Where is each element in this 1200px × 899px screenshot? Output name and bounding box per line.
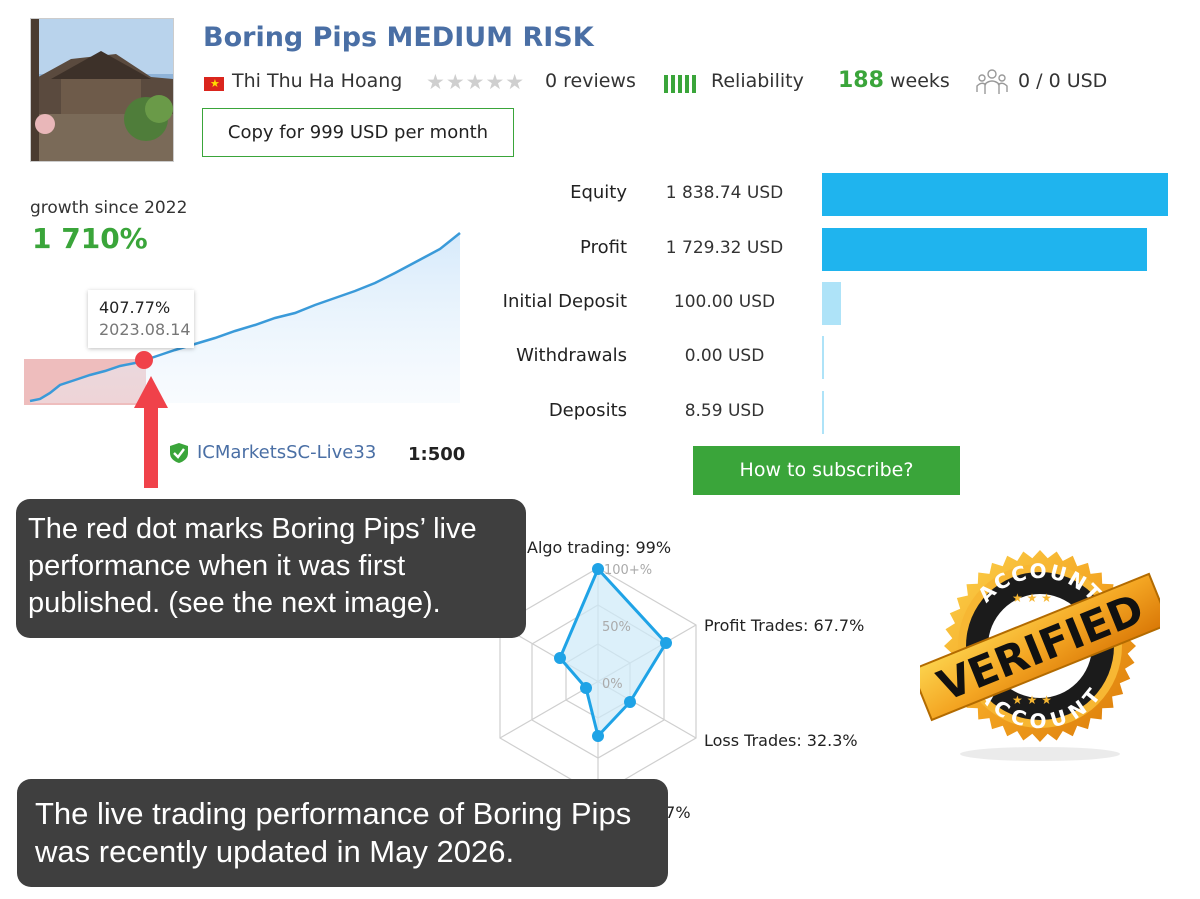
weeks-count: 188 [838, 68, 884, 93]
radar-label-loss: Loss Trades: 32.3% [704, 731, 858, 750]
weeks-label: weeks [889, 70, 950, 92]
stat-bar [822, 336, 824, 379]
radar-tick-mid: 50% [602, 620, 631, 635]
radar-label-profit: Profit Trades: 67.7% [704, 616, 865, 635]
growth-label: growth since 2022 [30, 198, 188, 218]
stat-label: Withdrawals [516, 345, 627, 366]
broker-server-link[interactable]: ICMarketsSC-Live33 [197, 442, 377, 463]
rating-stars-icon: ★★★★★ [426, 70, 526, 94]
stat-bar [822, 391, 824, 434]
annotation-callout-red-dot: The red dot marks Boring Pips’ live perf… [16, 499, 526, 638]
radar-point-upper-left [554, 652, 566, 664]
reviews-count[interactable]: 0 reviews [545, 70, 636, 92]
stat-value: 8.59 USD [684, 401, 765, 421]
svg-text:★ ★ ★: ★ ★ ★ [1012, 591, 1052, 605]
red-arrow-annotation [134, 351, 168, 488]
leverage-value: 1:500 [408, 444, 466, 465]
stat-label: Profit [580, 237, 627, 258]
growth-area [30, 233, 460, 403]
copy-subscribe-button[interactable]: Copy for 999 USD per month [202, 108, 514, 157]
reliability-label: Reliability [711, 70, 804, 92]
author-avatar[interactable] [30, 18, 174, 162]
reliability-bars-icon [664, 75, 699, 94]
stat-value: 100.00 USD [673, 292, 776, 312]
stat-value: 0.00 USD [684, 346, 765, 366]
radar-point-lower-left [580, 682, 592, 694]
growth-chart[interactable] [0, 225, 470, 415]
stat-label: Initial Deposit [502, 291, 627, 312]
stat-bar [822, 173, 1168, 216]
author-name[interactable]: Thi Thu Ha Hoang [232, 70, 403, 92]
stat-label: Equity [570, 182, 627, 203]
radar-point-algo [592, 563, 604, 575]
stat-bar [822, 282, 841, 325]
avatar-photo [31, 19, 173, 161]
strategy-title[interactable]: Boring Pips MEDIUM RISK [203, 22, 594, 53]
radar-tick-min: 0% [602, 677, 623, 692]
growth-line [29, 232, 461, 403]
subscribers-funds: 0 / 0 USD [1018, 70, 1108, 92]
radar-point-bottom [592, 730, 604, 742]
radar-point-loss [624, 696, 636, 708]
stat-value: 1 838.74 USD [665, 183, 784, 203]
svg-text:★ ★ ★: ★ ★ ★ [1012, 693, 1052, 707]
growth-value: 1 710% [32, 222, 148, 255]
vietnam-flag-icon: ★ [204, 77, 224, 91]
tooltip-value: 407.77% [99, 298, 171, 317]
how-to-subscribe-button[interactable]: How to subscribe? [693, 446, 960, 495]
verified-shield-icon [168, 442, 190, 468]
subscribers-icon [976, 68, 1008, 102]
annotation-callout-update: The live trading performance of Boring P… [17, 779, 668, 887]
stat-label: Deposits [548, 400, 627, 421]
tooltip-date: 2023.08.14 [99, 320, 191, 339]
radar-tick-max: 100+% [604, 563, 652, 578]
red-marker-dot[interactable] [135, 351, 153, 369]
verified-account-badge: ACCOUNT ACCOUNT ★ ★ ★ ★ ★ ★ VERIFIED [920, 550, 1160, 761]
stat-value: 1 729.32 USD [665, 238, 784, 258]
chart-tooltip: 407.77% 2023.08.14 [88, 290, 194, 348]
stat-bar [822, 228, 1147, 271]
weeks-info: 188 weeks [838, 68, 950, 93]
radar-point-profit [660, 637, 672, 649]
radar-label-algo: Algo trading: 99% [527, 538, 672, 557]
